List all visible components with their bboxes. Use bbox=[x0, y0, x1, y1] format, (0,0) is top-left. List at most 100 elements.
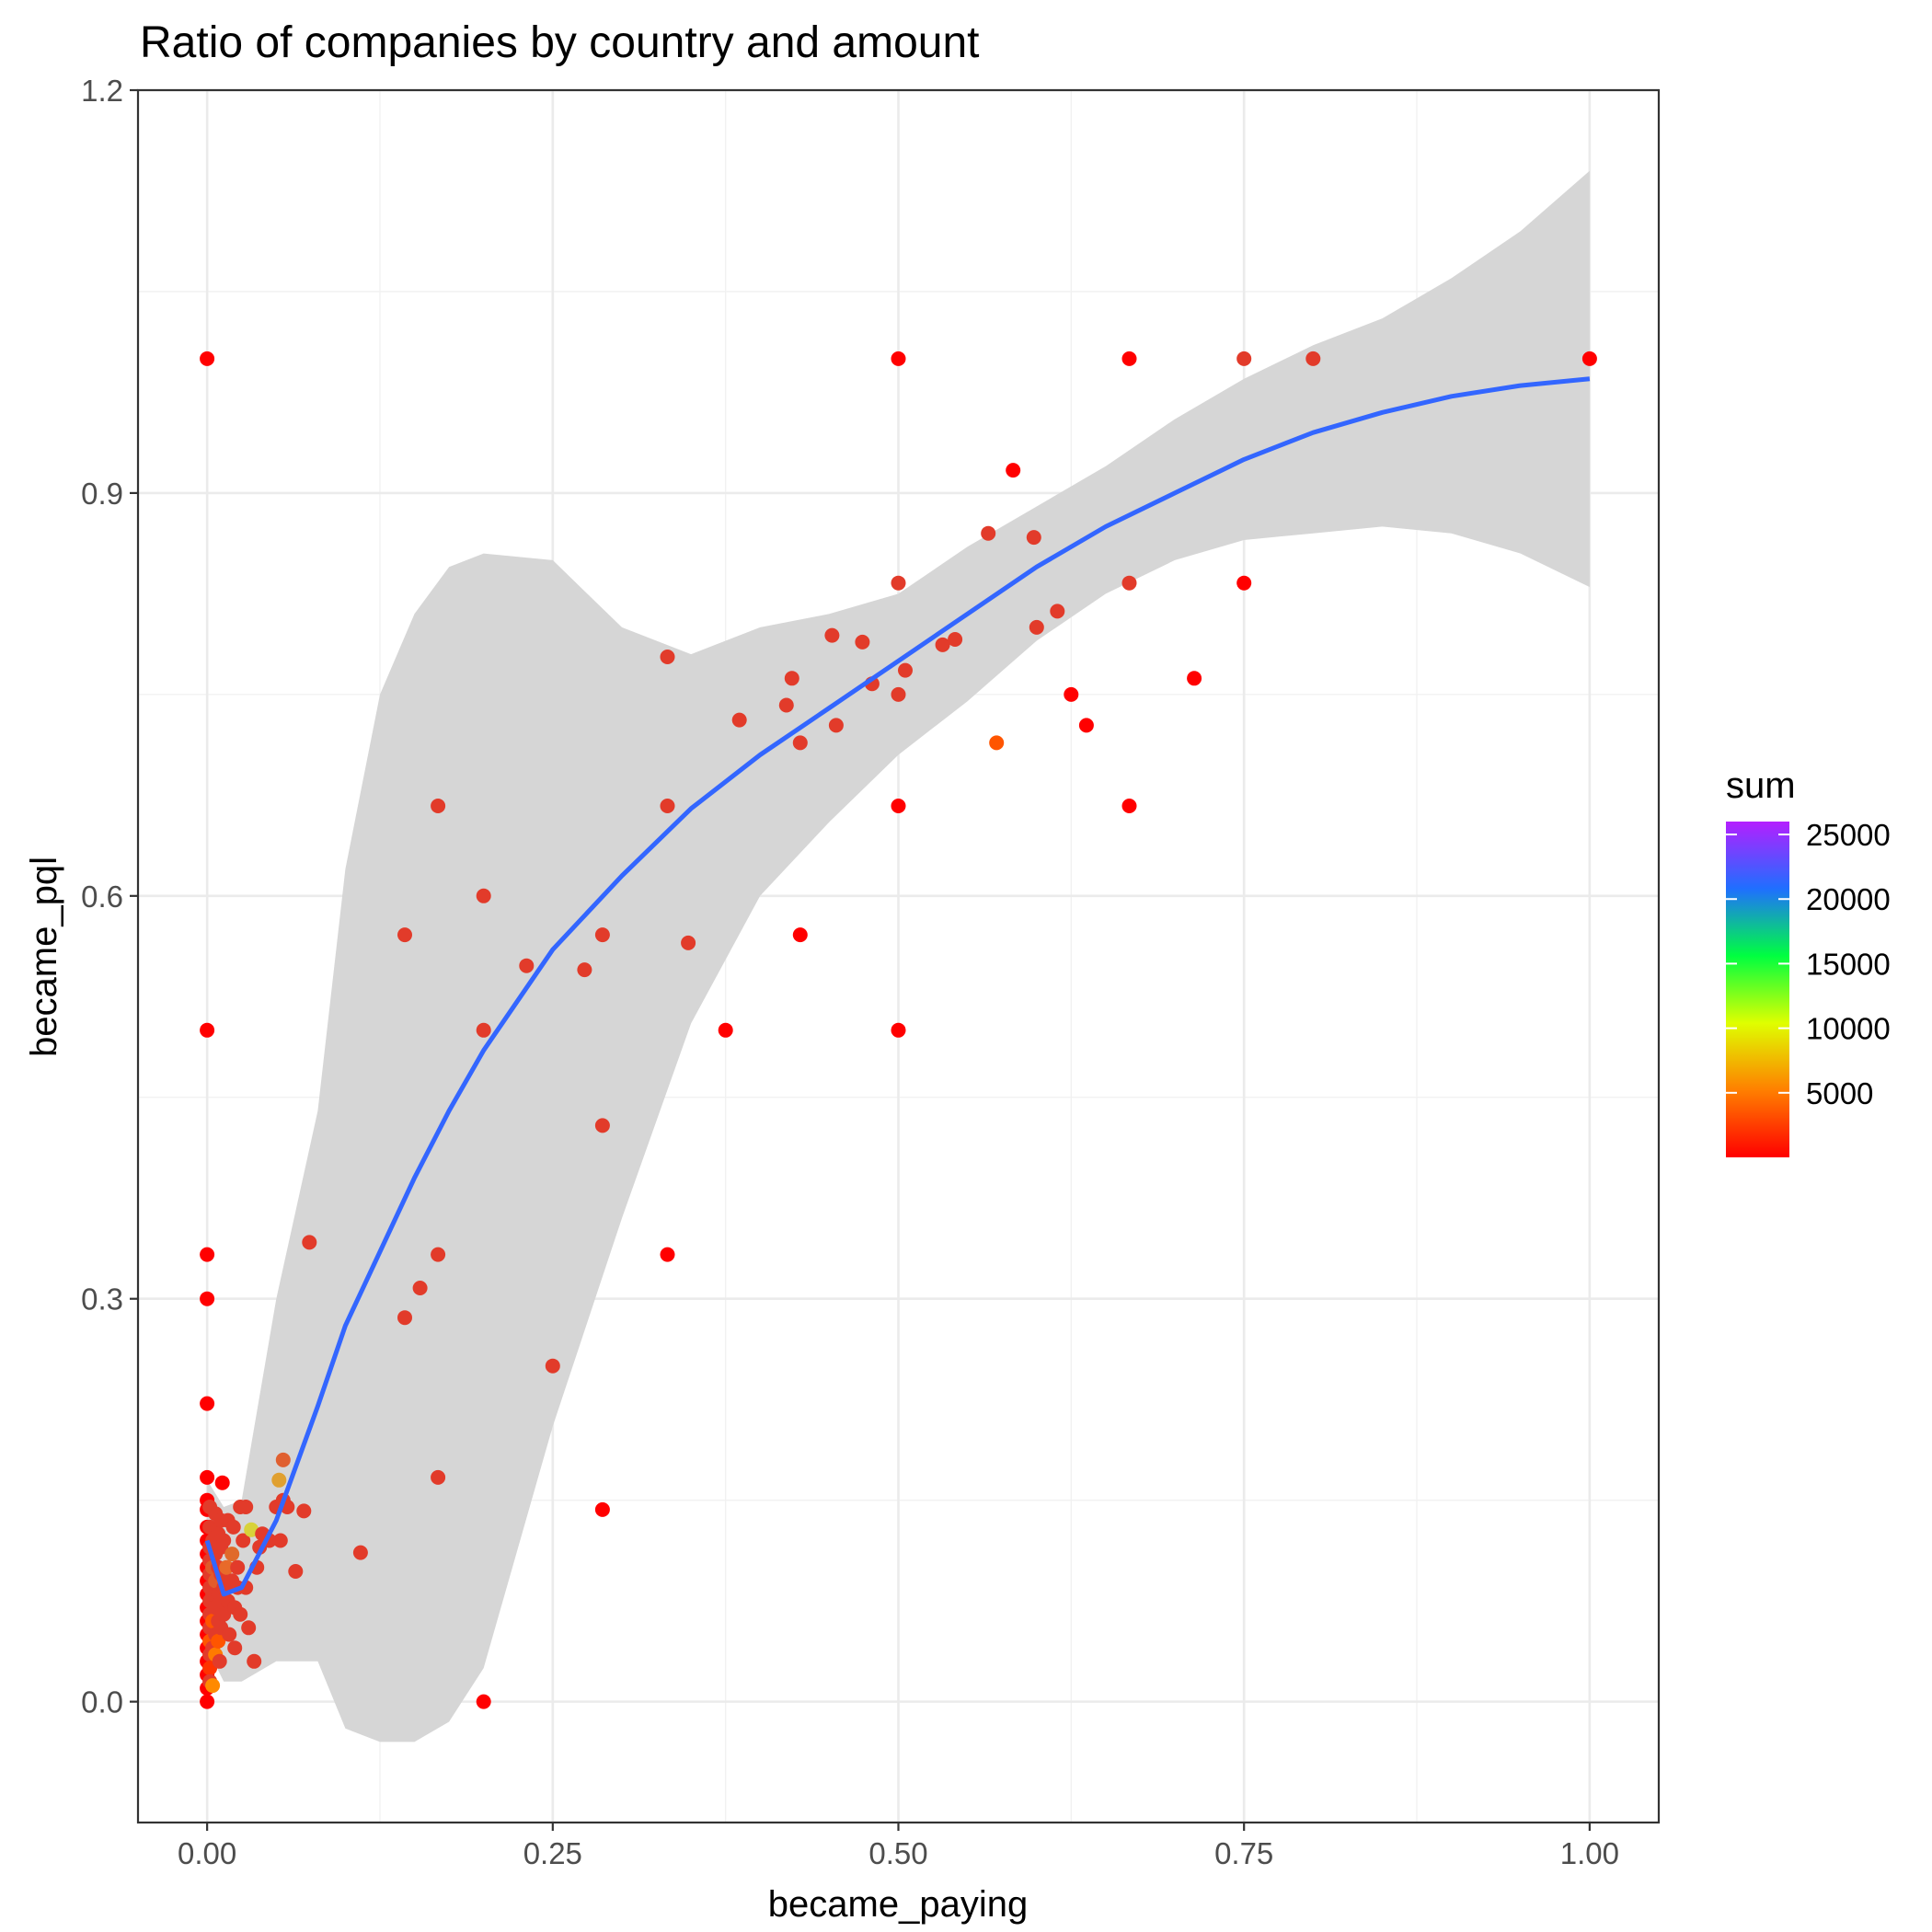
data-point bbox=[225, 1519, 241, 1535]
data-point bbox=[681, 935, 696, 950]
data-point bbox=[238, 1500, 254, 1514]
data-point bbox=[981, 525, 996, 541]
data-point bbox=[577, 962, 592, 978]
data-point bbox=[792, 927, 808, 943]
legend: sum 5000 10000 15000 20000 25000 bbox=[1726, 765, 1891, 1157]
data-point bbox=[397, 1310, 412, 1326]
data-point bbox=[200, 1469, 215, 1485]
data-point bbox=[660, 650, 675, 664]
x-axis-title: became_paying bbox=[768, 1884, 1028, 1925]
data-point bbox=[948, 632, 963, 647]
data-point bbox=[855, 634, 870, 650]
y-tick-label: 0.9 bbox=[81, 477, 123, 511]
data-point bbox=[200, 1247, 215, 1262]
legend-label: 10000 bbox=[1806, 1012, 1891, 1046]
data-point bbox=[1050, 604, 1065, 619]
data-point bbox=[660, 1247, 675, 1262]
data-point bbox=[233, 1606, 248, 1622]
legend-label: 25000 bbox=[1806, 818, 1891, 852]
data-point bbox=[1078, 718, 1094, 733]
data-point bbox=[476, 1694, 491, 1709]
data-point bbox=[935, 637, 950, 652]
legend-title: sum bbox=[1726, 765, 1796, 806]
data-point bbox=[214, 1475, 230, 1490]
x-tick-label: 0.25 bbox=[523, 1836, 582, 1870]
x-tick-label: 1.00 bbox=[1560, 1836, 1619, 1870]
data-point bbox=[718, 1022, 733, 1038]
data-point bbox=[1026, 530, 1041, 546]
data-point bbox=[230, 1559, 246, 1575]
data-point bbox=[212, 1653, 227, 1669]
data-point bbox=[1121, 799, 1137, 813]
y-tick-label: 0.3 bbox=[81, 1282, 123, 1317]
confidence-ribbon bbox=[207, 170, 1590, 1742]
data-point bbox=[216, 1606, 232, 1622]
x-tick-label: 0.50 bbox=[868, 1836, 927, 1870]
data-point bbox=[1121, 575, 1137, 591]
data-point bbox=[200, 1694, 215, 1709]
data-point bbox=[412, 1281, 428, 1295]
data-point bbox=[302, 1235, 317, 1250]
data-point bbox=[891, 799, 906, 813]
data-point bbox=[1236, 351, 1252, 366]
data-point bbox=[1121, 351, 1137, 366]
y-axis: 0.0 0.3 0.6 0.9 1.2 bbox=[81, 74, 138, 1719]
y-tick-label: 1.2 bbox=[81, 74, 123, 108]
legend-ticks: 5000 10000 15000 20000 25000 bbox=[1726, 818, 1891, 1110]
data-point bbox=[431, 1469, 446, 1485]
smooth-ribbon-layer bbox=[207, 170, 1590, 1742]
data-point bbox=[288, 1564, 304, 1579]
y-axis-title: became_pql bbox=[24, 857, 64, 1057]
data-point bbox=[545, 1358, 560, 1374]
data-point bbox=[891, 1022, 906, 1038]
data-point bbox=[1187, 671, 1202, 686]
y-tick-label: 0.0 bbox=[81, 1685, 123, 1719]
data-point bbox=[272, 1533, 288, 1548]
data-point bbox=[594, 1501, 610, 1517]
chart-title: Ratio of companies by country and amount bbox=[140, 18, 980, 67]
data-point bbox=[784, 671, 799, 686]
data-point bbox=[792, 735, 808, 751]
data-point bbox=[1581, 351, 1597, 366]
data-point bbox=[200, 1291, 215, 1306]
data-point bbox=[397, 927, 412, 943]
x-tick-label: 0.75 bbox=[1214, 1836, 1273, 1870]
data-point bbox=[222, 1627, 237, 1642]
data-point bbox=[891, 351, 906, 366]
data-point bbox=[891, 686, 906, 702]
data-point bbox=[244, 1522, 259, 1537]
data-point bbox=[828, 718, 844, 733]
data-point bbox=[275, 1452, 291, 1467]
data-point bbox=[296, 1503, 312, 1519]
data-point bbox=[216, 1533, 232, 1548]
x-tick-label: 0.00 bbox=[178, 1836, 236, 1870]
data-point bbox=[476, 888, 491, 903]
data-point bbox=[476, 1022, 491, 1038]
data-point bbox=[1305, 351, 1321, 366]
data-point bbox=[594, 927, 610, 943]
data-point bbox=[1006, 463, 1021, 478]
data-point bbox=[224, 1547, 240, 1562]
data-point bbox=[200, 1022, 215, 1038]
data-point bbox=[431, 1247, 446, 1262]
data-point bbox=[594, 1118, 610, 1133]
data-point bbox=[778, 697, 794, 713]
data-point bbox=[519, 958, 535, 973]
data-point bbox=[241, 1620, 257, 1636]
data-point bbox=[200, 1396, 215, 1411]
data-point bbox=[211, 1633, 226, 1649]
data-point bbox=[236, 1533, 251, 1548]
data-point bbox=[219, 1559, 235, 1575]
y-tick-label: 0.6 bbox=[81, 880, 123, 914]
data-point bbox=[824, 627, 840, 643]
data-point bbox=[205, 1678, 221, 1694]
data-point bbox=[1236, 575, 1252, 591]
data-point bbox=[271, 1472, 287, 1488]
data-point bbox=[247, 1653, 262, 1669]
x-axis: 0.00 0.25 0.50 0.75 1.00 bbox=[178, 1823, 1619, 1870]
data-point bbox=[352, 1545, 368, 1560]
data-point bbox=[731, 712, 747, 728]
legend-colorbar bbox=[1726, 822, 1789, 1157]
data-point bbox=[227, 1640, 243, 1656]
